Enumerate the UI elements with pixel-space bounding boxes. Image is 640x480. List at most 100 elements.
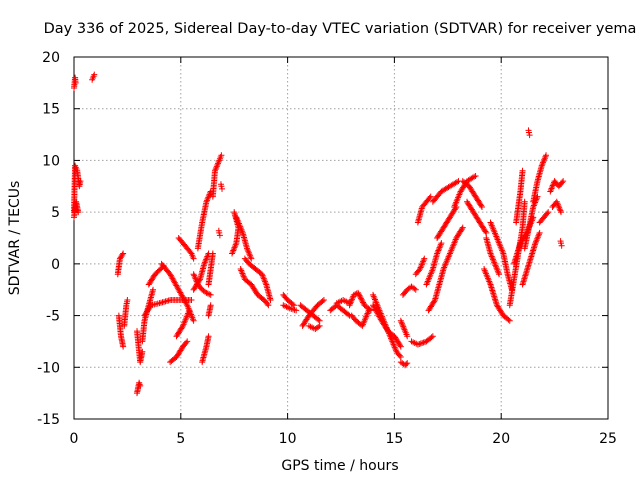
data-point-marker bbox=[397, 342, 404, 349]
data-point-marker bbox=[136, 379, 143, 386]
satellite-track bbox=[217, 181, 226, 192]
satellite-track bbox=[241, 255, 274, 304]
data-point-marker bbox=[216, 232, 223, 239]
data-point-marker bbox=[419, 339, 426, 346]
satellite-track bbox=[327, 302, 353, 319]
data-point-marker bbox=[417, 264, 424, 271]
data-point-marker bbox=[240, 271, 247, 278]
data-point-marker bbox=[258, 271, 265, 278]
data-point-marker bbox=[346, 302, 353, 309]
data-point-marker bbox=[261, 277, 268, 284]
satellite-track bbox=[434, 203, 460, 241]
data-point-marker bbox=[206, 191, 213, 198]
data-point-marker bbox=[534, 235, 541, 242]
data-point-marker bbox=[533, 237, 540, 244]
data-point-marker bbox=[427, 193, 434, 200]
data-point-marker bbox=[206, 291, 213, 298]
satellite-track bbox=[536, 209, 552, 226]
data-point-marker bbox=[526, 132, 533, 139]
satellite-track bbox=[114, 250, 127, 278]
data-point-marker bbox=[391, 342, 398, 349]
data-point-marker bbox=[417, 340, 424, 347]
satellite-track bbox=[414, 193, 434, 226]
data-point-marker bbox=[215, 160, 222, 167]
data-point-marker bbox=[389, 338, 396, 345]
data-point-marker bbox=[347, 299, 354, 306]
data-point-marker bbox=[245, 249, 252, 256]
y-axis-label: SDTVAR / TECUs bbox=[7, 181, 23, 296]
satellite-track bbox=[530, 152, 550, 205]
data-point-marker bbox=[205, 192, 212, 199]
data-point-marker bbox=[412, 286, 419, 293]
satellite-track bbox=[346, 289, 374, 314]
data-point-marker bbox=[265, 302, 272, 309]
satellite-track bbox=[348, 307, 372, 329]
data-point-marker bbox=[240, 273, 247, 280]
data-point-marker bbox=[248, 255, 255, 262]
satellite-track bbox=[71, 162, 84, 216]
data-point-marker bbox=[212, 166, 219, 173]
satellite-track bbox=[167, 338, 191, 366]
data-point-marker bbox=[399, 322, 406, 329]
data-point-marker bbox=[540, 159, 547, 166]
data-point-marker bbox=[417, 266, 424, 273]
data-point-marker bbox=[478, 202, 485, 209]
satellite-track bbox=[425, 266, 447, 314]
data-point-marker bbox=[191, 274, 198, 281]
data-point-marker bbox=[547, 188, 554, 195]
data-point-marker bbox=[404, 333, 411, 340]
data-point-marker bbox=[207, 291, 214, 298]
data-point-marker bbox=[454, 178, 461, 185]
plot-frame bbox=[73, 56, 609, 420]
data-point-marker bbox=[205, 194, 212, 201]
data-point-marker bbox=[494, 268, 501, 275]
satellite-track bbox=[459, 178, 485, 210]
data-point-marker bbox=[420, 258, 427, 265]
satellite-track bbox=[549, 198, 565, 216]
data-point-marker bbox=[545, 209, 552, 216]
data-point-marker bbox=[260, 275, 267, 282]
x-tick-label: 10 bbox=[279, 431, 297, 447]
satellite-track bbox=[299, 297, 327, 329]
data-point-marker bbox=[320, 297, 327, 304]
data-point-marker bbox=[231, 209, 238, 216]
satellite-track bbox=[205, 250, 216, 288]
data-point-marker bbox=[487, 250, 494, 257]
data-point-marker bbox=[201, 260, 208, 267]
data-point-marker bbox=[150, 286, 157, 293]
data-point-marker bbox=[390, 341, 397, 348]
data-point-marker bbox=[289, 301, 296, 308]
data-point-marker bbox=[365, 307, 372, 314]
data-point-marker bbox=[264, 300, 271, 307]
data-point-marker bbox=[203, 254, 210, 261]
satellite-track bbox=[229, 209, 242, 257]
data-point-marker bbox=[556, 206, 563, 213]
data-point-marker bbox=[458, 225, 465, 232]
data-point-marker bbox=[209, 250, 216, 257]
data-point-marker bbox=[525, 127, 532, 134]
data-point-marker bbox=[435, 246, 442, 253]
data-point-marker bbox=[536, 229, 543, 236]
data-point-marker bbox=[244, 245, 251, 252]
data-point-marker bbox=[549, 182, 556, 189]
data-point-marker bbox=[495, 269, 502, 276]
data-point-marker bbox=[482, 228, 489, 235]
data-point-marker bbox=[519, 167, 526, 174]
x-tick-label: 25 bbox=[599, 431, 617, 447]
x-tick-label: 20 bbox=[492, 431, 510, 447]
data-point-marker bbox=[316, 317, 323, 324]
data-point-marker bbox=[418, 263, 425, 270]
data-point-marker bbox=[554, 200, 561, 207]
data-point-marker bbox=[119, 251, 126, 258]
data-point-marker bbox=[345, 311, 352, 318]
data-point-marker bbox=[183, 300, 190, 307]
satellite-track bbox=[487, 219, 515, 293]
data-point-marker bbox=[315, 323, 322, 330]
data-point-marker bbox=[188, 297, 195, 304]
data-point-marker bbox=[348, 296, 355, 303]
data-point-marker bbox=[397, 343, 404, 350]
data-point-marker bbox=[404, 360, 411, 367]
data-point-marker bbox=[259, 272, 266, 279]
data-point-marker bbox=[556, 204, 563, 211]
data-point-marker bbox=[355, 289, 362, 296]
